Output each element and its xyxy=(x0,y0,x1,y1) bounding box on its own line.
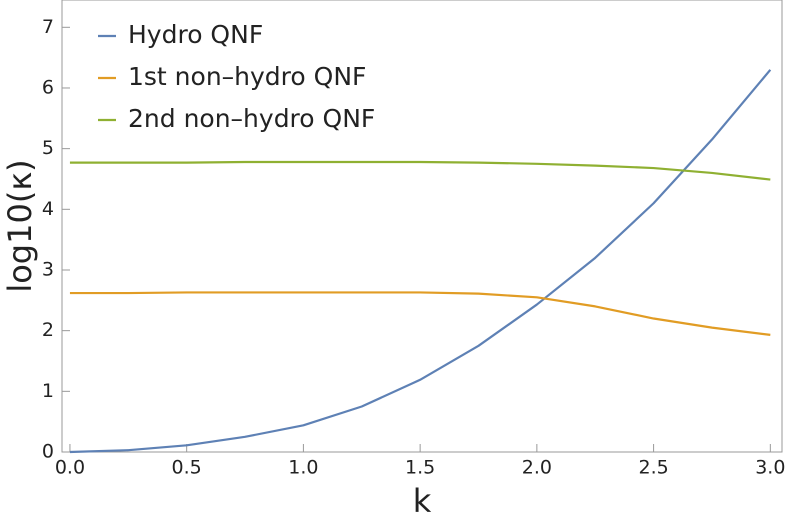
y-tick-label: 6 xyxy=(42,76,54,98)
y-tick-label: 1 xyxy=(42,380,54,402)
x-tick-label: 2.0 xyxy=(522,457,552,479)
legend-label: 1st non–hydro QNF xyxy=(128,62,366,91)
x-tick-label: 1.5 xyxy=(405,457,435,479)
legend-label: 2nd non–hydro QNF xyxy=(128,104,375,133)
legend-label: Hydro QNF xyxy=(128,20,263,49)
y-tick-label: 4 xyxy=(42,198,54,220)
x-tick-label: 0.5 xyxy=(172,457,202,479)
y-tick-label: 2 xyxy=(42,319,54,341)
x-tick-label: 2.5 xyxy=(638,457,668,479)
y-tick-label: 5 xyxy=(42,137,54,159)
y-tick-label: 0 xyxy=(42,441,54,463)
x-tick-label: 1.0 xyxy=(288,457,318,479)
series-line xyxy=(69,160,771,181)
series-line xyxy=(69,69,772,454)
y-tick-label: 3 xyxy=(42,258,54,280)
x-tick-label: 0.0 xyxy=(55,457,85,479)
x-axis-title: k xyxy=(413,482,432,520)
x-tick-label: 3.0 xyxy=(755,457,785,479)
plot-frame xyxy=(61,0,783,453)
y-tick-label: 7 xyxy=(42,16,54,38)
y-axis-title: log10(κ) xyxy=(1,159,39,292)
series-line xyxy=(69,291,771,336)
